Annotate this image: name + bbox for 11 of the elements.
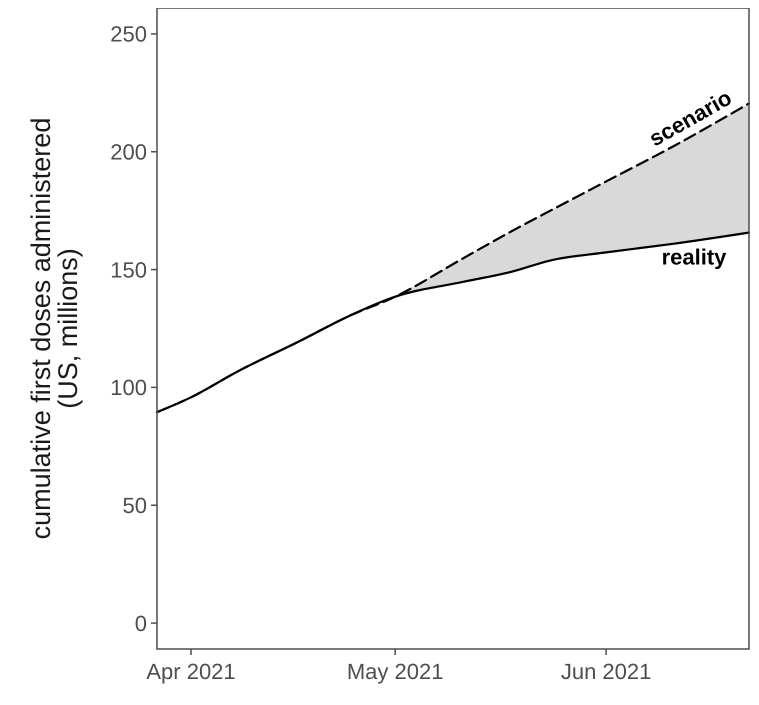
y-tick-label: 200 [110, 139, 147, 164]
y-tick-label: 0 [134, 610, 147, 636]
series-label: reality [662, 244, 728, 270]
x-tick-label: Jun 2021 [560, 659, 652, 684]
x-tick-label: Apr 2021 [146, 659, 236, 684]
y-tick-label: 100 [110, 375, 147, 400]
x-tick-label: May 2021 [346, 659, 444, 684]
y-axis-title: cumulative first doses administered (US, millions) [26, 118, 83, 540]
y-tick-label: 150 [110, 257, 147, 282]
y-tick-label: 50 [122, 492, 147, 518]
y-tick-label: 250 [110, 22, 147, 47]
